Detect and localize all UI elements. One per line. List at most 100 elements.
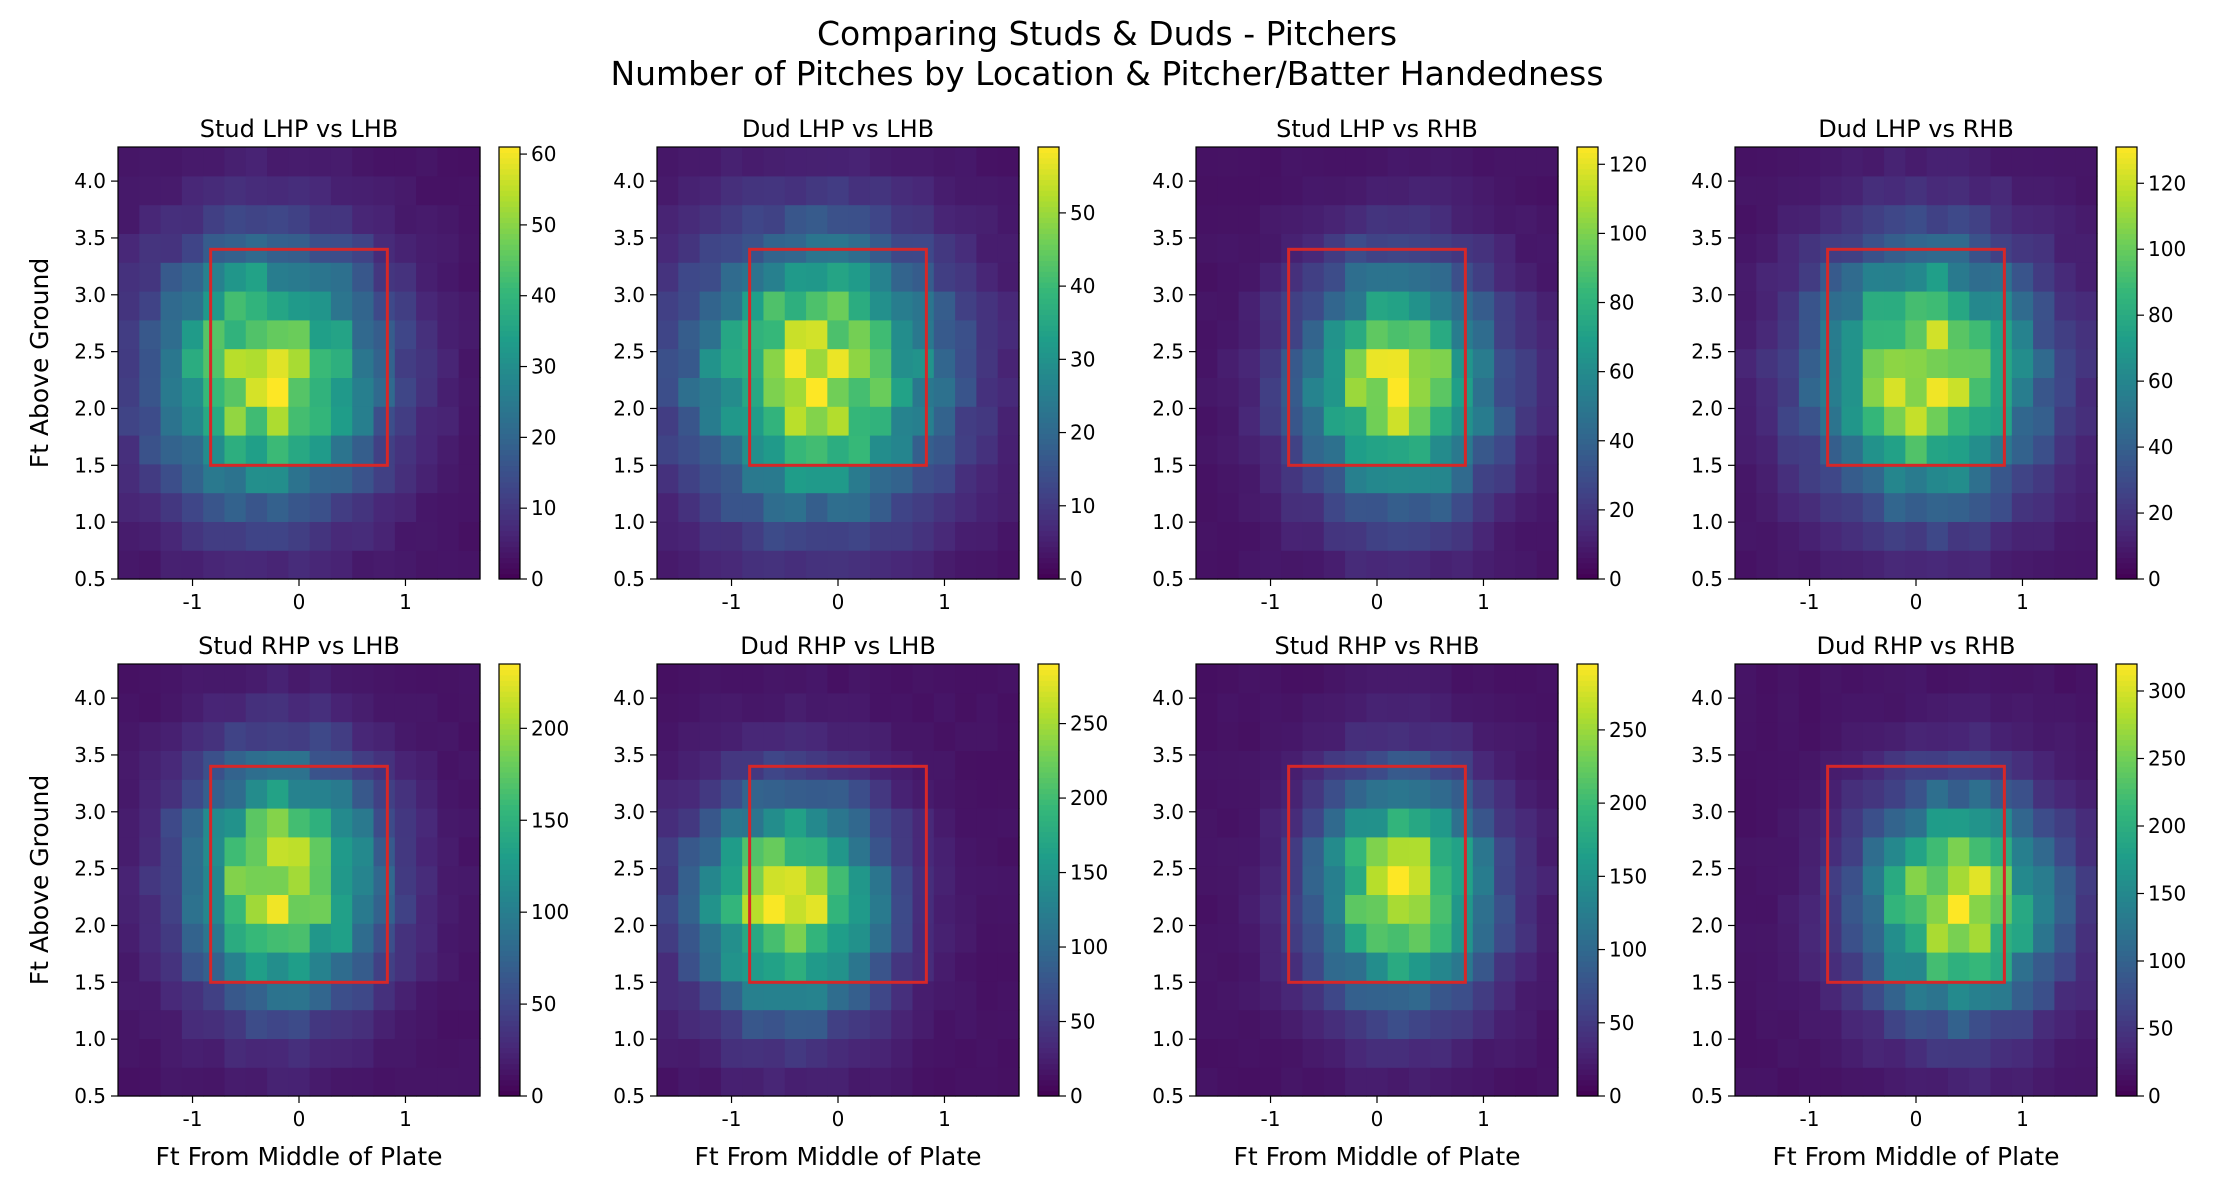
heatmap-cell	[1408, 980, 1431, 1011]
heatmap-cell	[1905, 779, 1928, 809]
colorbar-segment	[1577, 734, 1598, 741]
colorbar-segment	[1577, 971, 1598, 978]
heatmap-cell	[394, 521, 417, 551]
heatmap-cell	[1990, 808, 2013, 838]
heatmap-cell	[1756, 1009, 1779, 1039]
heatmap-cell	[827, 980, 850, 1011]
y-tick-label: 3.5	[74, 226, 106, 250]
colorbar-segment	[2116, 1079, 2137, 1086]
heatmap-cell	[1798, 348, 1821, 378]
heatmap-cell	[1281, 175, 1304, 206]
colorbar-segment	[1038, 707, 1059, 714]
heatmap-cell	[1408, 865, 1431, 895]
heatmap-cell	[869, 692, 892, 723]
heatmap-cell	[437, 865, 460, 895]
heatmap-cell	[245, 147, 268, 177]
heatmap-cell	[1387, 406, 1410, 436]
heatmap-cell	[827, 463, 850, 494]
heatmap-cell	[1947, 1038, 1970, 1068]
heatmap-cell	[933, 1067, 956, 1097]
colorbar-segment	[499, 174, 520, 180]
colorbar-segment	[499, 982, 520, 989]
heatmap-cell	[245, 348, 268, 378]
heatmap-cell	[1905, 1009, 1928, 1039]
colorbar-segment	[1577, 712, 1598, 719]
heatmap-cell	[1408, 1038, 1431, 1068]
heatmap-cell	[160, 348, 183, 378]
heatmap-cell	[976, 463, 999, 494]
colorbar-segment	[2116, 228, 2137, 234]
strike-zone-box	[209, 764, 389, 984]
y-tick-label: 3.0	[1152, 283, 1184, 307]
heatmap-cell	[955, 1067, 978, 1097]
heatmap-cell	[267, 435, 289, 465]
heatmap-cell	[1884, 175, 1906, 206]
heatmap-cell	[976, 836, 999, 867]
colorbar-segment	[1038, 701, 1059, 708]
heatmap-cell	[458, 1067, 481, 1097]
heatmap-cell	[699, 779, 722, 809]
colorbar-segment	[2116, 282, 2137, 288]
heatmap-cell	[933, 865, 956, 895]
heatmap-cell	[416, 348, 439, 378]
heatmap-cell	[827, 836, 850, 867]
heatmap-cell	[1472, 348, 1495, 378]
colorbar-segment	[1038, 842, 1059, 849]
heatmap-cell	[267, 664, 289, 694]
colorbar-segment	[1038, 858, 1059, 865]
heatmap-cell	[2011, 894, 2034, 924]
heatmap-cell	[891, 836, 914, 867]
heatmap-cell	[1884, 865, 1906, 895]
heatmap-cell	[1259, 1009, 1282, 1039]
panel-title: Stud LHP vs RHB	[1276, 115, 1478, 143]
heatmap-cell	[699, 377, 722, 407]
heatmap-cell	[912, 1009, 935, 1039]
heatmap-cell	[933, 406, 956, 436]
colorbar-segment	[1577, 993, 1598, 1000]
y-tick-label: 2.0	[1691, 396, 1723, 420]
heatmap-cell	[1451, 952, 1474, 982]
heatmap-cell	[657, 406, 679, 436]
heatmap-cell	[1926, 463, 1949, 494]
heatmap-cell	[309, 175, 332, 206]
heatmap-cell	[1862, 1067, 1885, 1097]
heatmap-cell	[1302, 521, 1325, 551]
heatmap-cell	[933, 1009, 956, 1039]
heatmap-cell	[699, 865, 722, 895]
heatmap-cell	[1820, 550, 1843, 580]
heatmap-cell	[118, 836, 140, 867]
heatmap-cell	[1366, 291, 1389, 321]
heatmap-cell	[330, 291, 353, 321]
heatmap-cell	[1841, 377, 1864, 407]
colorbar-segment	[1038, 826, 1059, 832]
colorbar-segment	[2116, 1004, 2137, 1011]
heatmap-cell	[1862, 808, 1885, 838]
heatmap-cell	[1905, 377, 1928, 407]
heatmap-cell	[1798, 291, 1821, 321]
colorbar-segment	[1038, 1025, 1059, 1032]
heatmap-cell	[699, 435, 722, 465]
colorbar-segment	[499, 541, 520, 548]
colorbar-segment	[1577, 1031, 1598, 1038]
heatmap-cell	[742, 406, 765, 436]
heatmap-cell	[224, 692, 247, 723]
colorbar-segment	[499, 772, 520, 778]
heatmap-cell	[1756, 492, 1779, 522]
heatmap-cell	[1947, 262, 1970, 292]
colorbar-segment	[2116, 728, 2137, 735]
colorbar-segment	[2116, 384, 2137, 391]
heatmap-cell	[1217, 521, 1240, 551]
heatmap-cell	[955, 550, 978, 580]
heatmap-cell	[160, 664, 183, 694]
heatmap-cell	[330, 406, 353, 436]
x-tick-label: 1	[2016, 590, 2029, 614]
colorbar-segment	[499, 287, 520, 294]
heatmap-cell	[1302, 204, 1325, 234]
heatmap-cell	[416, 463, 439, 494]
heatmap-cell	[1735, 923, 1757, 953]
colorbar-segment	[499, 934, 520, 940]
heatmap-cell	[245, 377, 268, 407]
y-tick-label: 2.0	[74, 396, 106, 420]
heatmap-cell	[352, 692, 375, 723]
heatmap-cell	[699, 692, 722, 723]
